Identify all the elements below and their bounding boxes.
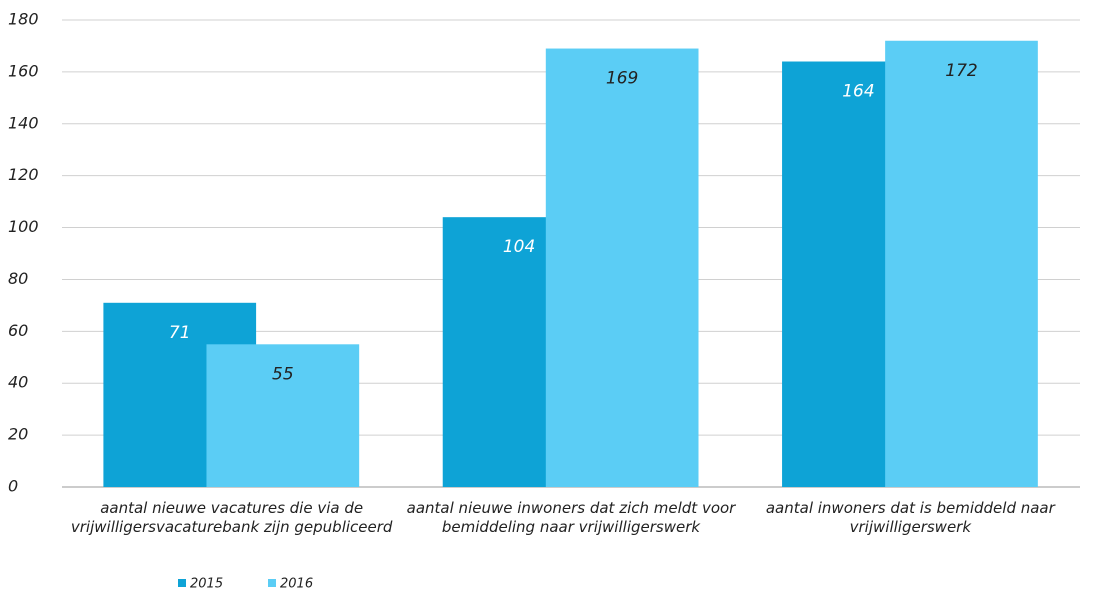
y-tick-label: 60 <box>8 321 28 340</box>
data-label: 172 <box>945 61 977 81</box>
bar <box>206 344 360 487</box>
legend-swatch <box>268 579 276 587</box>
x-tick-label: aantal inwoners dat is bemiddeld naar vr… <box>765 499 1055 536</box>
data-label: 169 <box>606 69 638 89</box>
data-label: 55 <box>272 364 294 384</box>
x-tick-label: aantal nieuwe vacatures die via de vrijw… <box>70 499 393 536</box>
y-tick-label: 0 <box>8 477 18 496</box>
legend-label: 2015 <box>190 577 223 592</box>
x-tick-label: aantal nieuwe inwoners dat zich meldt vo… <box>406 499 736 536</box>
data-label: 71 <box>169 323 191 343</box>
y-tick-label: 140 <box>8 113 39 132</box>
y-tick-label: 80 <box>8 269 28 288</box>
bar <box>545 48 699 488</box>
y-tick-label: 40 <box>8 373 28 392</box>
data-label: 104 <box>503 237 535 257</box>
bar <box>885 40 1038 487</box>
y-tick-label: 160 <box>8 61 39 80</box>
legend-swatch <box>178 579 186 587</box>
y-tick-label: 120 <box>8 165 39 184</box>
y-tick-label: 100 <box>8 217 39 236</box>
legend-label: 2016 <box>280 577 313 592</box>
y-tick-label: 180 <box>8 10 39 29</box>
y-tick-label: 20 <box>8 425 28 444</box>
data-label: 164 <box>842 82 874 102</box>
